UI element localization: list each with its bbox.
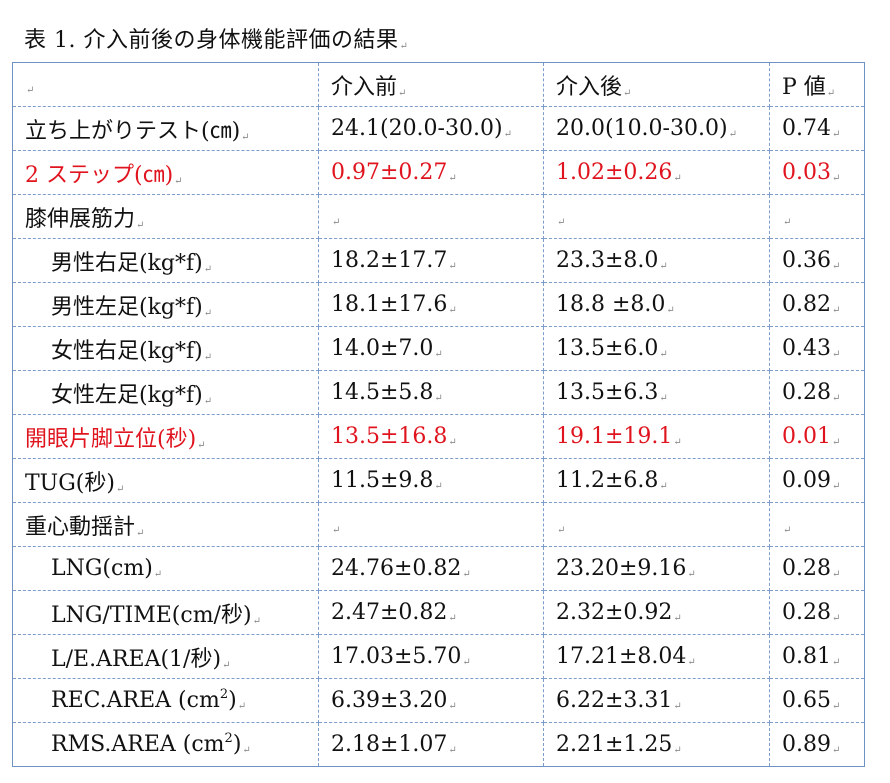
row-before: 11.5±9.8↵ <box>318 458 544 503</box>
table-row: 女性右足(kg*f)↵ 14.0±7.0↵ 13.5±6.0↵ 0.43↵ <box>12 326 865 371</box>
row-before: 2.18±1.07↵ <box>318 722 544 767</box>
row-after: 23.3±8.0↵ <box>543 238 770 283</box>
row-before: ↵ <box>318 194 544 239</box>
row-label: 女性右足(kg*f)↵ <box>12 326 319 371</box>
row-p: ↵ <box>769 194 865 239</box>
row-after: 13.5±6.0↵ <box>543 326 770 371</box>
row-before: 6.39±3.20↵ <box>318 678 544 723</box>
row-before: 24.76±0.82↵ <box>318 546 544 591</box>
table-row: 男性左足(kg*f)↵ 18.1±17.6↵ 18.8 ±8.0↵ 0.82↵ <box>12 282 865 327</box>
header-cell-label: ↵ <box>12 62 319 107</box>
row-before: 24.1(20.0-30.0)↵ <box>318 106 544 151</box>
row-p: 0.74↵ <box>769 106 865 151</box>
table-caption: 表 1. 介入前後の身体機能評価の結果↵ <box>24 28 409 53</box>
row-before: 14.5±5.8↵ <box>318 370 544 415</box>
row-label: 開眼片脚立位(秒)↵ <box>12 414 319 459</box>
row-after: 11.2±6.8↵ <box>543 458 770 503</box>
table-row: 女性左足(kg*f)↵ 14.5±5.8↵ 13.5±6.3↵ 0.28↵ <box>12 370 865 415</box>
row-before: 18.1±17.6↵ <box>318 282 544 327</box>
row-p: 0.09↵ <box>769 458 865 503</box>
table-row: 膝伸展筋力↵ ↵ ↵ ↵ <box>12 194 865 239</box>
row-label: 立ち上がりテスト(㎝)↵ <box>12 106 319 151</box>
header-cell-before: 介入前↵ <box>318 62 544 107</box>
table-row: L/E.AREA(1/秒)↵ 17.03±5.70↵ 17.21±8.04↵ 0… <box>12 634 865 679</box>
row-after: 13.5±6.3↵ <box>543 370 770 415</box>
table-row: TUG(秒)↵ 11.5±9.8↵ 11.2±6.8↵ 0.09↵ <box>12 458 865 503</box>
table-row: 2 ステップ(㎝)↵ 0.97±0.27↵ 1.02±0.26↵ 0.03↵ <box>12 150 865 195</box>
row-label: 膝伸展筋力↵ <box>12 194 319 239</box>
row-p: 0.28↵ <box>769 590 865 635</box>
header-cell-p: P 値↵ <box>769 62 865 107</box>
table-row: 男性右足(kg*f)↵ 18.2±17.7↵ 23.3±8.0↵ 0.36↵ <box>12 238 865 283</box>
row-label: REC.AREA (cm2)↵ <box>12 678 319 723</box>
row-p: 0.82↵ <box>769 282 865 327</box>
row-label: TUG(秒)↵ <box>12 458 319 503</box>
row-label: LNG(cm)↵ <box>12 546 319 591</box>
row-after: 20.0(10.0-30.0)↵ <box>543 106 770 151</box>
row-after: ↵ <box>543 194 770 239</box>
row-p: 0.43↵ <box>769 326 865 371</box>
row-before: 13.5±16.8↵ <box>318 414 544 459</box>
row-p: 0.89↵ <box>769 722 865 767</box>
row-label: L/E.AREA(1/秒)↵ <box>12 634 319 679</box>
table-row: 重心動揺計↵ ↵ ↵ ↵ <box>12 502 865 547</box>
row-label: 2 ステップ(㎝)↵ <box>12 150 319 195</box>
row-before: 2.47±0.82↵ <box>318 590 544 635</box>
row-after: 17.21±8.04↵ <box>543 634 770 679</box>
row-p: 0.28↵ <box>769 546 865 591</box>
table-row: REC.AREA (cm2)↵ 6.39±3.20↵ 6.22±3.31↵ 0.… <box>12 678 865 723</box>
row-after: 2.32±0.92↵ <box>543 590 770 635</box>
row-label: 男性左足(kg*f)↵ <box>12 282 319 327</box>
row-p: 0.36↵ <box>769 238 865 283</box>
row-p: 0.28↵ <box>769 370 865 415</box>
row-after: 1.02±0.26↵ <box>543 150 770 195</box>
row-p: 0.01↵ <box>769 414 865 459</box>
row-label: 重心動揺計↵ <box>12 502 319 547</box>
row-before: 17.03±5.70↵ <box>318 634 544 679</box>
table-row: LNG/TIME(cm/秒)↵ 2.47±0.82↵ 2.32±0.92↵ 0.… <box>12 590 865 635</box>
header-row: ↵ 介入前↵ 介入後↵ P 値↵ <box>12 62 865 107</box>
row-after: 23.20±9.16↵ <box>543 546 770 591</box>
row-label: 男性右足(kg*f)↵ <box>12 238 319 283</box>
table-row: LNG(cm)↵ 24.76±0.82↵ 23.20±9.16↵ 0.28↵ <box>12 546 865 591</box>
row-after: 6.22±3.31↵ <box>543 678 770 723</box>
row-label: LNG/TIME(cm/秒)↵ <box>12 590 319 635</box>
row-after: ↵ <box>543 502 770 547</box>
row-label: 女性左足(kg*f)↵ <box>12 370 319 415</box>
row-p: 0.65↵ <box>769 678 865 723</box>
row-after: 19.1±19.1↵ <box>543 414 770 459</box>
row-label: RMS.AREA (cm2)↵ <box>12 722 319 767</box>
results-table: ↵ 介入前↵ 介入後↵ P 値↵ 立ち上がりテスト(㎝)↵ 24.1(20.0-… <box>12 62 865 767</box>
row-p: 0.81↵ <box>769 634 865 679</box>
row-before: 0.97±0.27↵ <box>318 150 544 195</box>
row-before: 18.2±17.7↵ <box>318 238 544 283</box>
header-cell-after: 介入後↵ <box>543 62 770 107</box>
row-p: 0.03↵ <box>769 150 865 195</box>
row-before: ↵ <box>318 502 544 547</box>
row-after: 2.21±1.25↵ <box>543 722 770 767</box>
row-p: ↵ <box>769 502 865 547</box>
table-row: 開眼片脚立位(秒)↵ 13.5±16.8↵ 19.1±19.1↵ 0.01↵ <box>12 414 865 459</box>
row-after: 18.8 ±8.0↵ <box>543 282 770 327</box>
table-row: RMS.AREA (cm2)↵ 2.18±1.07↵ 2.21±1.25↵ 0.… <box>12 722 865 767</box>
table-row: 立ち上がりテスト(㎝)↵ 24.1(20.0-30.0)↵ 20.0(10.0-… <box>12 106 865 151</box>
row-before: 14.0±7.0↵ <box>318 326 544 371</box>
